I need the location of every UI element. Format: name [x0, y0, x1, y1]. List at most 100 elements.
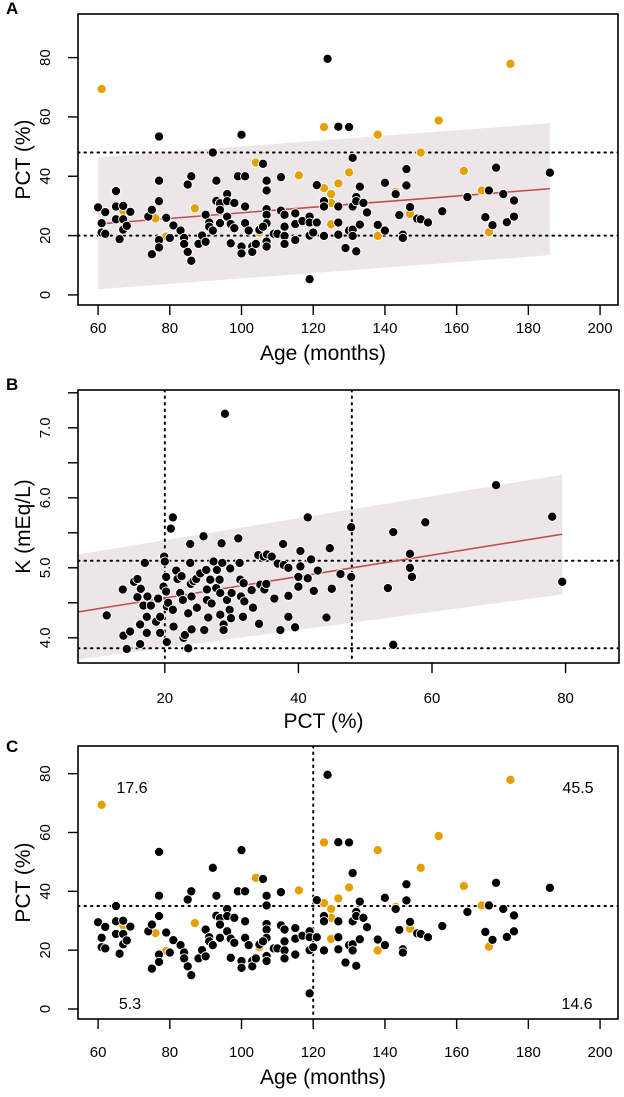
black-data-point	[132, 573, 143, 585]
x-tick-label: 200	[588, 1044, 613, 1061]
orange-data-point	[433, 830, 444, 842]
orange-data-point	[96, 83, 107, 95]
black-data-point	[211, 564, 222, 575]
black-data-point	[293, 581, 304, 592]
black-data-point	[238, 578, 249, 589]
x-tick-label: 40	[290, 690, 307, 707]
orange-data-point	[505, 774, 516, 785]
black-data-point	[333, 916, 344, 927]
black-data-point	[153, 131, 165, 142]
x-tick-label: 60	[90, 320, 107, 337]
y-tick-label: 4.0	[37, 627, 54, 648]
black-data-point	[462, 906, 473, 917]
black-data-point	[354, 934, 365, 945]
y-tick-label: 20	[37, 942, 54, 959]
black-data-point	[250, 953, 261, 964]
black-data-point	[214, 204, 226, 215]
black-data-point	[216, 538, 227, 549]
black-data-point	[114, 948, 125, 959]
black-data-point	[218, 625, 229, 636]
black-data-point	[141, 611, 152, 622]
panel-letter: C	[6, 737, 18, 756]
black-data-point	[198, 531, 209, 542]
black-data-point	[159, 556, 170, 567]
black-data-point	[203, 612, 214, 623]
orange-data-point	[372, 129, 383, 140]
black-data-point	[544, 882, 555, 893]
black-data-point	[333, 217, 344, 228]
black-data-point	[312, 565, 323, 576]
black-data-point	[302, 573, 313, 584]
x-tick-label: 160	[444, 320, 469, 337]
black-data-point	[153, 242, 165, 253]
x-tick-label: 80	[161, 320, 178, 337]
black-data-point	[311, 217, 322, 228]
black-data-point	[110, 186, 122, 197]
x-tick-label: 120	[301, 320, 326, 337]
black-data-point	[483, 185, 494, 196]
black-data-point	[333, 837, 344, 848]
quadrant-percent-bottom-right: 14.6	[561, 996, 592, 1013]
black-data-point	[501, 931, 512, 942]
black-data-point	[277, 538, 289, 550]
orange-data-point	[189, 918, 200, 929]
black-data-point	[388, 639, 399, 650]
black-data-point	[176, 571, 187, 582]
black-data-point	[226, 587, 237, 599]
black-data-point	[308, 227, 319, 238]
black-data-point	[308, 585, 319, 596]
black-data-point	[358, 912, 369, 923]
black-data-point	[121, 220, 132, 231]
black-data-point	[372, 934, 383, 945]
black-data-point	[142, 591, 153, 602]
black-data-point	[283, 562, 294, 573]
orange-data-point	[318, 121, 330, 133]
black-data-point	[153, 910, 165, 922]
black-data-point	[388, 527, 399, 538]
black-data-point	[118, 915, 129, 926]
black-data-point	[207, 225, 218, 236]
black-data-point	[234, 557, 245, 568]
y-axis-label: PCT (%)	[12, 842, 35, 922]
y-tick-label: 6.0	[37, 487, 54, 508]
black-data-point	[491, 877, 502, 888]
black-data-point	[295, 545, 306, 557]
y-tick-label: 20	[37, 227, 54, 244]
black-data-point	[118, 200, 129, 211]
black-data-point	[146, 919, 157, 930]
black-data-point	[390, 189, 401, 200]
black-data-point	[321, 612, 332, 623]
y-tick-label: 80	[37, 765, 54, 782]
black-data-point	[261, 890, 272, 901]
black-data-point	[237, 611, 249, 622]
black-data-point	[346, 522, 357, 533]
black-data-point	[333, 932, 344, 943]
black-data-point	[161, 571, 172, 582]
black-data-point	[199, 625, 210, 636]
black-data-point	[236, 962, 247, 973]
black-data-point	[146, 204, 157, 215]
black-data-point	[168, 220, 179, 231]
black-data-point	[491, 480, 502, 491]
black-data-point	[155, 627, 166, 638]
black-data-point	[141, 627, 152, 638]
y-tick-label: 60	[37, 109, 54, 126]
black-data-point	[404, 916, 416, 927]
x-tick-label: 60	[424, 690, 441, 707]
black-data-point	[217, 557, 228, 568]
black-data-point	[183, 608, 194, 619]
black-data-point	[275, 625, 286, 636]
black-data-point	[201, 584, 212, 595]
black-data-point	[275, 887, 286, 898]
black-data-point	[318, 945, 330, 956]
black-data-point	[304, 988, 315, 999]
black-data-point	[167, 604, 178, 615]
black-data-point	[211, 890, 222, 901]
black-data-point	[207, 862, 218, 873]
plot-frame	[77, 13, 619, 306]
plot-frame	[77, 745, 619, 1020]
black-data-point	[182, 894, 193, 905]
plot-area	[78, 53, 618, 290]
y-axis-label: PCT (%)	[12, 119, 35, 199]
black-data-point	[182, 246, 193, 257]
